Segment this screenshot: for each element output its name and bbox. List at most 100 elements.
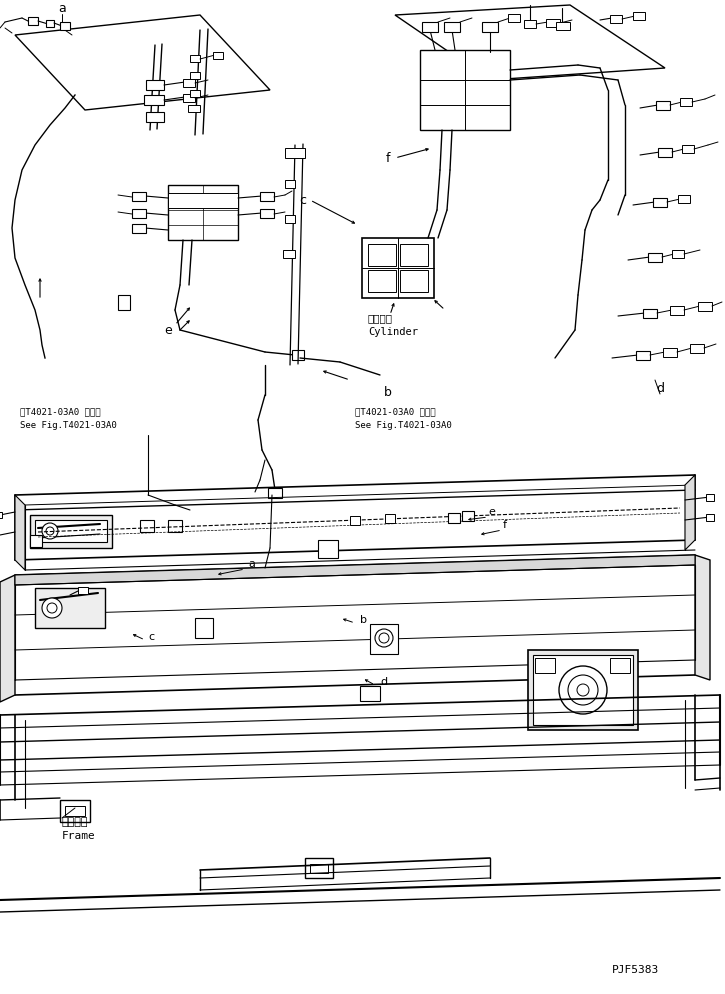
Text: 第T4021-03A0 図参照: 第T4021-03A0 図参照 [355, 408, 436, 416]
Bar [535, 658, 555, 673]
Bar [462, 511, 474, 521]
Bar [144, 95, 164, 105]
Bar [370, 624, 398, 654]
Text: b: b [384, 386, 392, 399]
Bar [78, 587, 88, 594]
Text: b: b [360, 615, 367, 625]
Polygon shape [695, 555, 710, 680]
Bar [318, 540, 338, 558]
Bar [533, 655, 633, 725]
Bar [528, 650, 638, 730]
Text: 第T4021-03A0 図参照: 第T4021-03A0 図参照 [20, 408, 101, 416]
Bar [65, 806, 85, 816]
Circle shape [577, 684, 589, 696]
Bar [183, 79, 195, 87]
Bar [28, 17, 38, 25]
Bar [663, 348, 677, 357]
Bar [400, 270, 428, 292]
Bar [168, 520, 182, 532]
Text: Frame: Frame [62, 831, 96, 841]
Bar [670, 306, 684, 315]
Text: f: f [386, 151, 390, 164]
Bar [368, 270, 396, 292]
Bar [444, 22, 460, 32]
Bar [656, 101, 670, 110]
Text: c: c [148, 632, 154, 642]
Bar [448, 513, 460, 523]
Bar [643, 309, 657, 318]
Circle shape [379, 633, 389, 643]
Text: a: a [58, 2, 66, 15]
Bar [30, 535, 42, 547]
Bar [636, 351, 650, 360]
Bar [556, 22, 570, 30]
Text: f: f [503, 520, 507, 530]
Bar [610, 15, 622, 23]
Bar [633, 12, 645, 20]
Text: a: a [248, 559, 255, 569]
Bar [183, 94, 195, 102]
Bar [400, 244, 428, 266]
Circle shape [568, 675, 598, 705]
Bar [698, 302, 712, 311]
Polygon shape [15, 555, 695, 585]
Bar [30, 515, 112, 548]
Bar [648, 253, 662, 262]
Bar [132, 209, 146, 218]
Bar [524, 20, 536, 28]
Bar [213, 52, 223, 59]
Bar [350, 516, 360, 525]
Bar [268, 488, 282, 498]
Bar [168, 193, 238, 208]
Polygon shape [0, 575, 15, 702]
Bar [680, 98, 692, 106]
Bar [508, 14, 520, 22]
Bar [118, 295, 130, 310]
Bar [653, 198, 667, 207]
Bar [168, 185, 238, 240]
Bar [682, 145, 694, 153]
Circle shape [42, 523, 58, 539]
Bar [132, 224, 146, 233]
Bar [360, 686, 380, 701]
Text: c: c [299, 194, 307, 207]
Bar [706, 494, 714, 501]
Bar [285, 215, 295, 223]
Polygon shape [15, 15, 270, 110]
Bar [420, 50, 510, 130]
Bar [195, 618, 213, 638]
Bar [0, 512, 2, 518]
Circle shape [47, 603, 57, 613]
Polygon shape [395, 5, 665, 80]
Text: PJF5383: PJF5383 [612, 965, 659, 975]
Bar [190, 90, 200, 97]
Text: e: e [488, 507, 495, 517]
Polygon shape [15, 495, 25, 570]
Text: フレーム: フレーム [62, 817, 88, 827]
Text: See Fig.T4021-03A0: See Fig.T4021-03A0 [355, 420, 452, 429]
Bar [146, 112, 164, 122]
Text: See Fig.T4021-03A0: See Fig.T4021-03A0 [20, 420, 117, 429]
Bar [146, 80, 164, 90]
Bar [678, 195, 690, 203]
Bar [610, 658, 630, 673]
Bar [362, 238, 434, 298]
Bar [60, 800, 90, 822]
Bar [188, 105, 200, 112]
Bar [292, 350, 304, 360]
Text: シリンダ: シリンダ [368, 313, 393, 323]
Bar [60, 22, 70, 30]
Bar [706, 514, 714, 521]
Circle shape [375, 629, 393, 647]
Text: e: e [164, 323, 172, 337]
Text: d: d [656, 382, 664, 395]
Bar [368, 244, 396, 266]
Bar [140, 520, 154, 532]
Text: d: d [380, 677, 387, 687]
Bar [35, 520, 107, 542]
Bar [422, 22, 438, 32]
Bar [546, 19, 560, 27]
Bar [46, 20, 54, 27]
Bar [190, 72, 200, 79]
Circle shape [46, 527, 54, 535]
